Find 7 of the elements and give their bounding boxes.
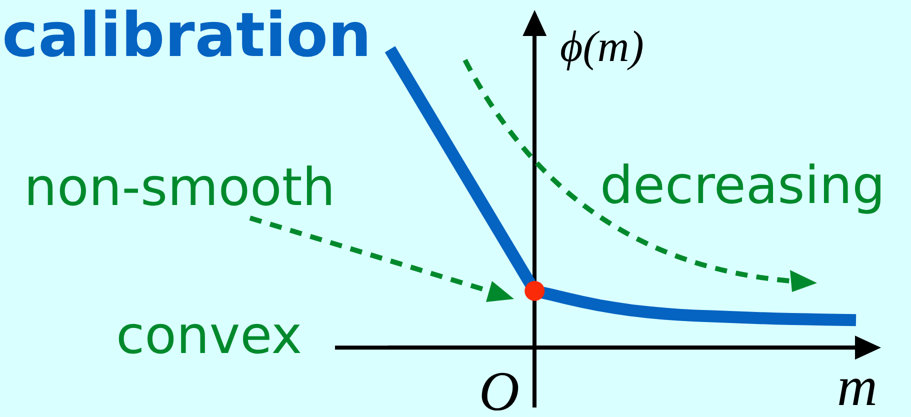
x-axis-title: m [837, 355, 878, 417]
text: non-smooth [24, 158, 336, 218]
annotation: decreasing [600, 156, 886, 216]
text: convex [116, 306, 302, 366]
y-axis-title: ϕ(m) [560, 21, 644, 72]
chart-title: calibration [2, 0, 372, 71]
text: O [479, 360, 520, 417]
